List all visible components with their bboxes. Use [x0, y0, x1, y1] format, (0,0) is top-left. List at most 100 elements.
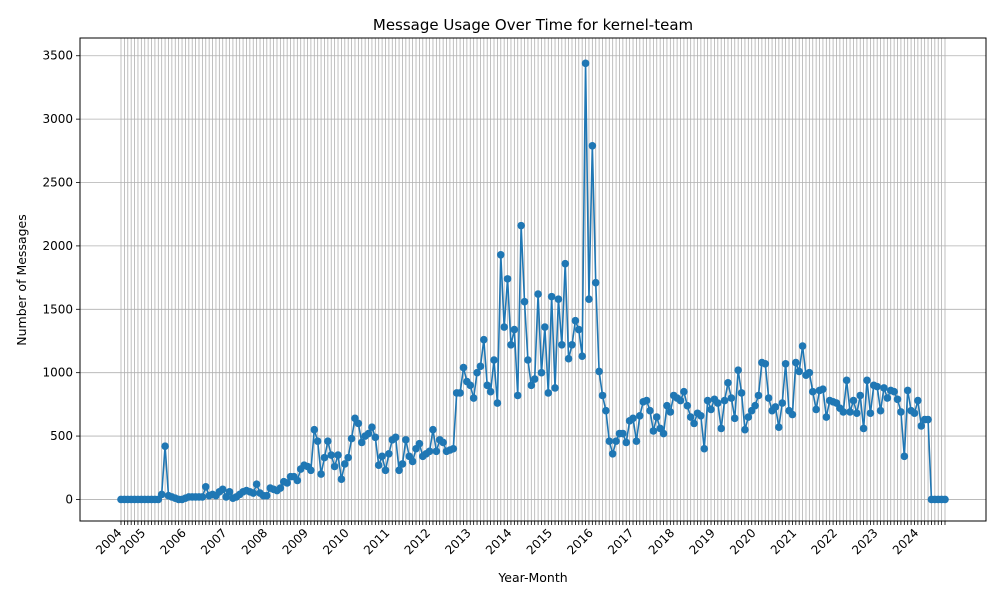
data-point	[520, 297, 529, 306]
data-point	[791, 358, 800, 367]
series-layer	[117, 59, 949, 504]
data-point	[564, 354, 573, 363]
y-tick-label: 3000	[42, 112, 73, 126]
data-point	[527, 381, 536, 390]
data-point	[642, 396, 651, 405]
data-point	[842, 376, 851, 385]
data-point	[490, 356, 498, 364]
data-point	[330, 462, 339, 471]
y-tick-label: 1000	[42, 366, 73, 380]
data-point	[347, 434, 356, 443]
data-point	[201, 482, 210, 491]
data-point	[374, 461, 383, 470]
data-point	[819, 385, 827, 393]
data-point	[157, 490, 166, 499]
data-point	[486, 387, 495, 396]
data-point	[683, 401, 692, 410]
data-point	[602, 406, 610, 415]
data-point	[652, 413, 661, 421]
data-point	[581, 59, 590, 68]
data-point	[798, 342, 807, 350]
data-point	[568, 340, 576, 349]
data-point	[859, 424, 868, 433]
data-point	[917, 422, 926, 430]
data-point	[591, 278, 600, 287]
data-point	[649, 427, 658, 435]
data-point	[466, 381, 475, 390]
data-point	[395, 466, 403, 475]
data-point	[605, 437, 614, 445]
y-axis-label: Number of Messages	[14, 214, 29, 346]
data-point	[320, 453, 329, 462]
data-point	[900, 452, 909, 461]
data-point	[659, 429, 668, 438]
data-point	[554, 295, 563, 303]
data-point	[571, 316, 580, 325]
data-point	[469, 394, 478, 402]
data-point	[700, 444, 709, 453]
data-point	[741, 425, 749, 434]
data-point	[666, 408, 675, 416]
data-point	[636, 411, 644, 420]
data-point	[510, 325, 519, 334]
data-point	[357, 438, 366, 447]
data-point	[537, 368, 546, 377]
data-point	[473, 368, 481, 377]
data-point	[598, 391, 607, 400]
data-point	[551, 384, 559, 392]
data-point	[703, 396, 712, 405]
data-point	[354, 419, 363, 428]
data-point	[646, 406, 654, 415]
data-point	[249, 489, 258, 497]
data-point	[496, 250, 505, 259]
vertical-gridlines	[120, 38, 946, 521]
horizontal-gridlines	[80, 55, 986, 500]
data-point	[371, 433, 380, 442]
data-point	[761, 360, 770, 368]
data-point	[754, 391, 763, 400]
data-point	[408, 457, 417, 466]
data-point	[595, 367, 603, 376]
data-point	[483, 381, 492, 390]
data-point	[751, 401, 759, 410]
data-point	[480, 335, 488, 344]
data-point	[805, 368, 814, 377]
data-point	[676, 396, 685, 405]
data-point	[788, 410, 797, 419]
data-point	[744, 413, 753, 421]
y-tick-label: 0	[65, 492, 73, 506]
data-point	[544, 389, 553, 397]
data-point	[310, 425, 319, 434]
data-point	[727, 394, 736, 402]
data-point	[764, 394, 773, 402]
x-axis-label: Year-Month	[497, 570, 567, 585]
data-point	[863, 376, 871, 385]
data-point	[198, 493, 207, 501]
data-point	[839, 408, 848, 416]
data-point	[781, 360, 790, 368]
data-point	[778, 399, 787, 407]
data-point	[385, 450, 393, 458]
data-point	[381, 466, 390, 475]
data-point	[680, 387, 688, 396]
data-point	[574, 325, 583, 334]
data-point	[775, 423, 783, 431]
data-point	[866, 409, 875, 418]
data-point	[730, 414, 739, 423]
data-point	[686, 413, 695, 421]
data-point	[534, 290, 542, 298]
data-point	[558, 340, 566, 349]
data-point	[327, 451, 336, 459]
data-point	[225, 488, 234, 496]
data-point	[720, 396, 729, 405]
data-point	[276, 484, 285, 492]
data-point	[252, 480, 261, 489]
data-point	[476, 362, 485, 371]
data-point	[876, 406, 885, 415]
data-point	[717, 424, 725, 433]
data-point	[808, 387, 817, 396]
data-point	[561, 259, 570, 268]
data-point	[873, 382, 881, 391]
data-point	[771, 403, 780, 411]
